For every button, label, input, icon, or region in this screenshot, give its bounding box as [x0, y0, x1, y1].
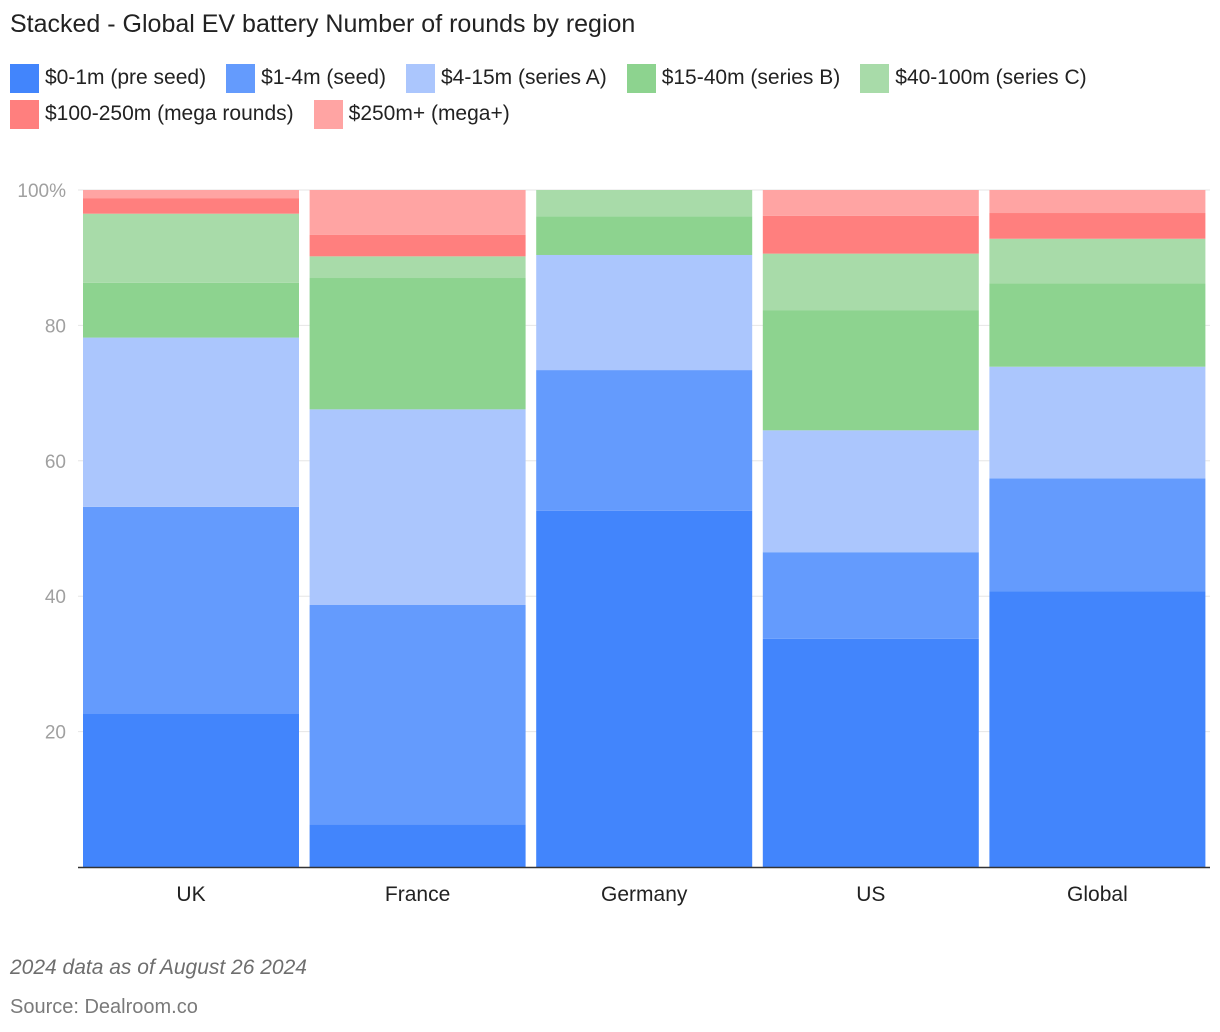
bar-segment-us-100-250m-mega-rounds [762, 215, 979, 254]
legend-swatch [10, 63, 39, 93]
bar-segment-global-1-4m-seed [989, 478, 1206, 592]
bar-segment-global-100-250m-mega-rounds [989, 213, 1206, 239]
chart-title: Stacked - Global EV battery Number of ro… [10, 10, 636, 38]
legend-swatch [10, 99, 39, 129]
bar-segment-global-40-100m-series-c [989, 238, 1206, 284]
y-tick-label-80: 80 [45, 316, 66, 337]
legend-label: $250m+ (mega+) [348, 102, 510, 125]
legend-swatch [860, 63, 890, 93]
x-tick-label-germany: Germany [601, 883, 688, 906]
legend-item-0-1m-pre-seed: $0-1m (pre seed) [10, 63, 207, 93]
bar-segment-global-15-40m-series-b [989, 283, 1206, 367]
bar-segment-us-1-4m-seed [762, 552, 979, 639]
bar-segment-germany-40-100m-series-c [536, 190, 753, 217]
bar-segment-uk-250m-mega [83, 190, 299, 199]
bar-segment-uk-4-15m-series-a [83, 337, 299, 507]
data-note: 2024 data as of August 26 2024 [10, 956, 307, 979]
y-tick-label-100: 100% [17, 181, 66, 202]
legend: $0-1m (pre seed) $1-4m (seed) $4-15m (seri… [10, 63, 1210, 129]
legend-swatch [226, 63, 256, 93]
x-tick-label-us: US [856, 883, 885, 906]
bar-segment-uk-1-4m-seed [83, 506, 299, 714]
legend-label: $0-1m (pre seed) [45, 66, 207, 89]
bar-segment-france-250m-mega [309, 190, 526, 235]
legend-item-100-250m-mega-rounds: $100-250m (mega rounds) [10, 99, 294, 129]
legend-swatch [313, 99, 343, 129]
bar-segment-us-0-1m-pre-seed [762, 638, 979, 867]
bar-segment-france-4-15m-series-a [309, 409, 526, 606]
bar-segment-us-15-40m-series-b [762, 310, 979, 431]
x-tick-label-france: France [385, 883, 450, 906]
legend-swatch [626, 63, 656, 93]
legend-label: $15-40m (series B) [661, 66, 841, 89]
legend-label: $40-100m (series C) [895, 66, 1087, 89]
legend-item-4-15m-series-a: $4-15m (series A) [405, 63, 607, 93]
bar-segment-france-40-100m-series-c [309, 256, 526, 279]
bar-segment-uk-0-1m-pre-seed [83, 713, 299, 867]
legend-label: $1-4m (seed) [261, 66, 386, 89]
y-tick-label-20: 20 [45, 723, 66, 744]
bar-segment-uk-15-40m-series-b [83, 282, 299, 338]
x-tick-label-global: Global [1067, 883, 1128, 906]
legend-label: $4-15m (series A) [440, 66, 607, 89]
y-tick-label-60: 60 [45, 452, 66, 473]
legend-label: $100-250m (mega rounds) [45, 102, 294, 125]
bar-segment-global-4-15m-series-a [989, 366, 1206, 479]
bar-segment-uk-40-100m-series-c [83, 213, 299, 283]
source-credit: Source: Dealroom.co [10, 996, 198, 1018]
bar-segment-germany-15-40m-series-b [536, 216, 753, 255]
bar-segment-us-4-15m-series-a [762, 430, 979, 553]
bar-segment-germany-1-4m-seed [536, 370, 753, 511]
legend-item-1-4m-seed: $1-4m (seed) [226, 63, 386, 93]
y-tick-label-40: 40 [45, 587, 66, 608]
bar-segment-us-40-100m-series-c [762, 253, 979, 311]
bar-segment-france-0-1m-pre-seed [309, 824, 526, 867]
bar-segment-france-15-40m-series-b [309, 278, 526, 410]
x-tick-label-uk: UK [176, 883, 205, 906]
bar-segment-germany-0-1m-pre-seed [536, 510, 753, 867]
bar-segment-global-0-1m-pre-seed [989, 591, 1206, 867]
legend-item-15-40m-series-b: $15-40m (series B) [626, 63, 841, 93]
bar-segment-france-100-250m-mega-rounds [309, 234, 526, 257]
legend-swatch [405, 63, 435, 93]
bar-segment-france-1-4m-seed [309, 605, 526, 825]
legend-item-250m-mega: $250m+ (mega+) [313, 99, 510, 129]
bar-segment-germany-4-15m-series-a [536, 254, 753, 371]
bar-segment-uk-100-250m-mega-rounds [83, 198, 299, 214]
bar-segment-us-250m-mega [762, 190, 979, 216]
legend-item-40-100m-series-c: $40-100m (series C) [860, 63, 1087, 93]
bar-segment-global-250m-mega [989, 190, 1206, 214]
